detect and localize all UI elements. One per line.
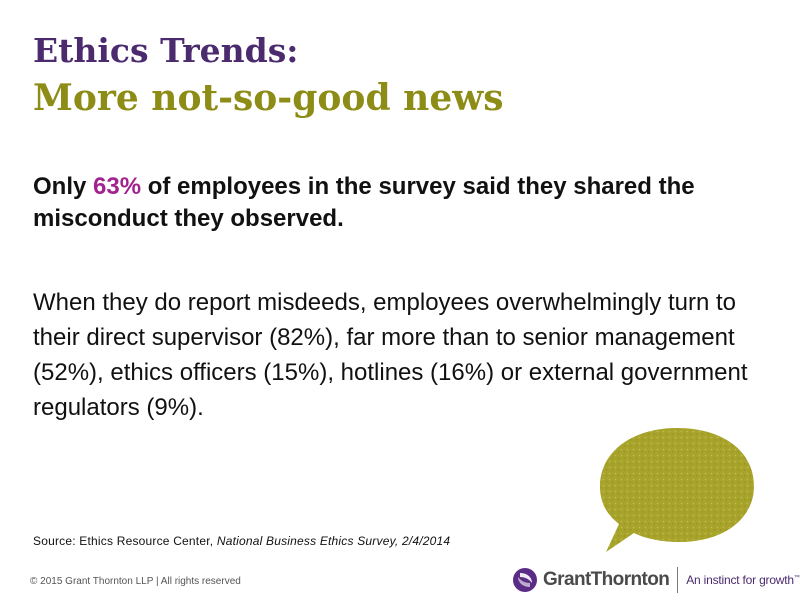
slide-title: Ethics Trends: More not-so-good news <box>33 34 503 116</box>
speech-bubble-icon <box>596 424 758 561</box>
logo-tagline-text: An instinct for growth <box>686 573 794 587</box>
body-paragraph: When they do report misdeeds, employees … <box>33 289 748 421</box>
lead-prefix: Only <box>33 173 94 200</box>
source-citation: Source: Ethics Resource Center, National… <box>33 534 450 548</box>
lead-paragraph: Only 63% of employees in the survey said… <box>33 171 733 235</box>
source-title: National Business Ethics Survey, 2/4/201… <box>216 534 451 548</box>
logo-tagline: An instinct for growth™ <box>686 573 800 587</box>
logo-trademark: ™ <box>793 575 800 581</box>
logo-wordmark: GrantThornton <box>543 569 670 590</box>
source-prefix: Source: Ethics Resource Center, <box>33 534 217 548</box>
grant-thornton-logo: GrantThornton An instinct for growth™ <box>512 566 800 594</box>
title-line-2: More not-so-good news <box>33 77 504 119</box>
logo-divider <box>677 567 679 593</box>
lead-highlight-percent: 63% <box>93 173 142 200</box>
title-line-1: Ethics Trends: <box>33 31 299 70</box>
footer-copyright: © 2015 Grant Thornton LLP | All rights r… <box>30 576 241 587</box>
grant-thornton-logo-icon <box>513 568 537 592</box>
lead-suffix: of employees in the survey said they sha… <box>33 173 695 232</box>
